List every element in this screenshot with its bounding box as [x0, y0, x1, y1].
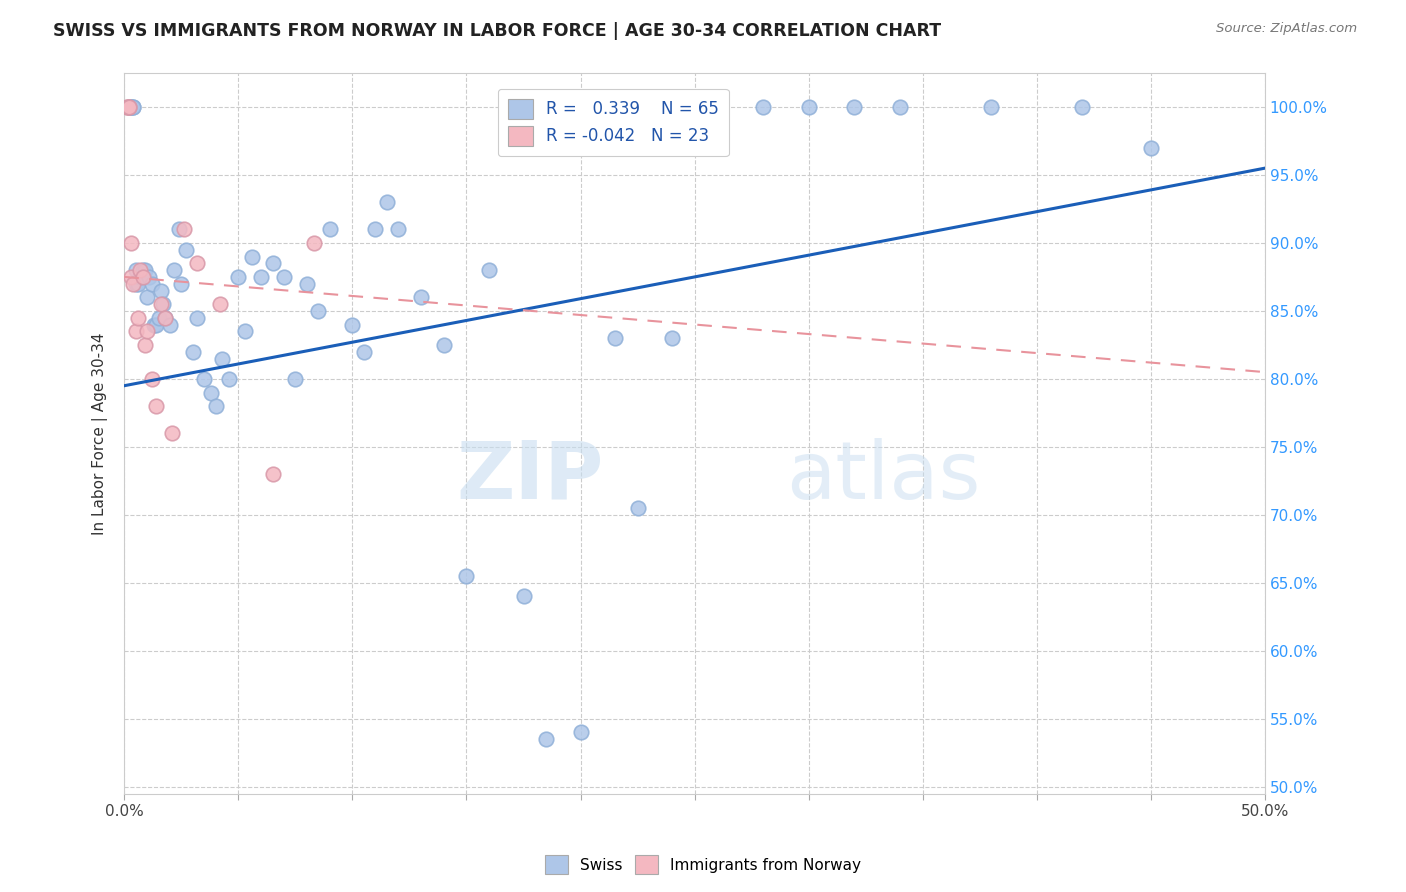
Point: [706, 100, 728, 114]
Point: [200, 385, 222, 400]
Point: [120, 269, 142, 284]
Point: [134, 338, 156, 352]
Point: [661, 331, 683, 345]
Point: [211, 351, 233, 366]
Point: [129, 263, 152, 277]
Point: [353, 344, 375, 359]
Point: [181, 344, 204, 359]
Y-axis label: In Labor Force | Age 30-34: In Labor Force | Age 30-34: [93, 332, 108, 534]
Point: [536, 732, 558, 747]
Point: [145, 318, 167, 332]
Point: [218, 372, 240, 386]
Point: [512, 590, 534, 604]
Point: [115, 100, 138, 114]
Point: [129, 269, 152, 284]
Point: [273, 269, 295, 284]
Point: [155, 310, 177, 325]
Point: [131, 263, 153, 277]
Point: [387, 222, 409, 236]
Point: [342, 318, 364, 332]
Point: [174, 243, 197, 257]
Point: [136, 324, 159, 338]
Point: [122, 100, 145, 114]
Point: [155, 310, 177, 325]
Point: [409, 290, 432, 304]
Point: [1140, 141, 1163, 155]
Point: [118, 100, 141, 114]
Point: [1071, 100, 1094, 114]
Point: [186, 310, 208, 325]
Point: [141, 277, 163, 291]
Point: [603, 331, 626, 345]
Point: [569, 725, 592, 739]
Point: [131, 269, 153, 284]
Text: SWISS VS IMMIGRANTS FROM NORWAY IN LABOR FORCE | AGE 30-34 CORRELATION CHART: SWISS VS IMMIGRANTS FROM NORWAY IN LABOR…: [53, 22, 942, 40]
Point: [167, 222, 190, 236]
Point: [204, 399, 226, 413]
Point: [889, 100, 911, 114]
Point: [163, 263, 186, 277]
Text: Source: ZipAtlas.com: Source: ZipAtlas.com: [1216, 22, 1357, 36]
Point: [364, 222, 387, 236]
Text: atlas: atlas: [786, 438, 980, 516]
Point: [228, 269, 250, 284]
Text: ZIP: ZIP: [456, 438, 603, 516]
Point: [122, 277, 145, 291]
Point: [148, 310, 170, 325]
Point: [209, 297, 232, 311]
Point: [125, 263, 148, 277]
Point: [122, 100, 145, 114]
Point: [302, 235, 325, 250]
Point: [138, 269, 160, 284]
Point: [142, 318, 165, 332]
Point: [375, 195, 398, 210]
Point: [456, 569, 478, 583]
Point: [141, 372, 163, 386]
Point: [120, 235, 142, 250]
Point: [980, 100, 1002, 114]
Point: [193, 372, 215, 386]
Point: [127, 277, 149, 291]
Point: [127, 310, 149, 325]
Point: [752, 100, 775, 114]
Point: [186, 256, 208, 270]
Point: [433, 338, 456, 352]
Point: [295, 277, 318, 291]
Point: [152, 297, 174, 311]
Point: [262, 256, 284, 270]
Point: [115, 100, 138, 114]
Point: [125, 324, 148, 338]
Point: [145, 399, 167, 413]
Point: [240, 250, 263, 264]
Point: [136, 290, 159, 304]
Point: [118, 100, 141, 114]
Point: [170, 277, 193, 291]
Point: [118, 100, 141, 114]
Point: [262, 467, 284, 481]
Point: [626, 501, 648, 516]
Point: [160, 426, 183, 441]
Legend: R =   0.339    N = 65, R = -0.042   N = 23: R = 0.339 N = 65, R = -0.042 N = 23: [498, 88, 728, 156]
Point: [307, 304, 329, 318]
Point: [149, 284, 172, 298]
Point: [250, 269, 273, 284]
Point: [134, 263, 156, 277]
Point: [478, 263, 501, 277]
Point: [159, 318, 181, 332]
Point: [149, 297, 172, 311]
Point: [120, 100, 142, 114]
Point: [284, 372, 307, 386]
Point: [173, 222, 195, 236]
Point: [797, 100, 820, 114]
Point: [120, 100, 142, 114]
Legend: Swiss, Immigrants from Norway: Swiss, Immigrants from Norway: [538, 849, 868, 880]
Point: [844, 100, 866, 114]
Point: [318, 222, 340, 236]
Point: [233, 324, 256, 338]
Point: [125, 277, 148, 291]
